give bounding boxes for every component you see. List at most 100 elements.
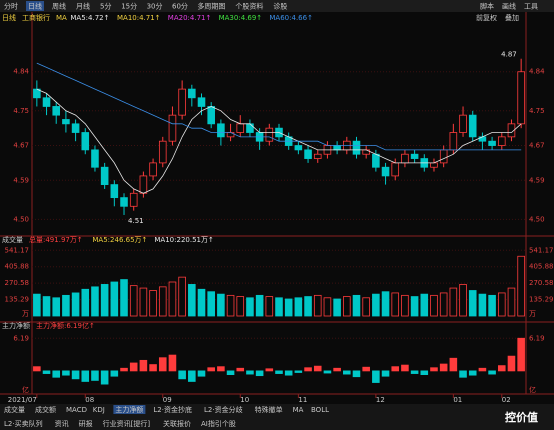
- legend-entry: MA20:4.71↑: [168, 14, 212, 22]
- bar: [62, 294, 70, 317]
- candle-body: [178, 88, 186, 116]
- toolbar-tab[interactable]: 诊股: [273, 2, 287, 11]
- bar: [352, 294, 361, 317]
- legend-entry: MA60:4.66↑: [269, 14, 313, 22]
- bar: [517, 255, 525, 317]
- bar: [188, 284, 196, 317]
- bar: [236, 296, 245, 317]
- bar: [217, 366, 225, 372]
- footer-tab[interactable]: 行业资讯[提行]: [103, 419, 151, 428]
- toolbar-tab[interactable]: 日线: [28, 2, 42, 11]
- x-tick-label: 2021/07: [8, 396, 37, 404]
- bar: [168, 281, 177, 317]
- adjust-button[interactable]: 叠加: [505, 13, 519, 22]
- candle-body: [129, 192, 138, 207]
- candle-body: [158, 140, 167, 164]
- candle-body: [217, 123, 225, 138]
- bar: [507, 355, 516, 372]
- indicator-tab[interactable]: MACD: [66, 406, 87, 414]
- indicator-tab[interactable]: 成交额: [35, 405, 56, 414]
- bar: [120, 279, 128, 317]
- toolbar-tab[interactable]: 分时: [4, 2, 18, 11]
- candle-body: [439, 149, 448, 164]
- toolbar-tab[interactable]: 5分: [100, 2, 111, 11]
- legend-entry: MA10:220.51万↑: [154, 236, 213, 244]
- candle-body: [246, 123, 254, 133]
- bar: [100, 284, 109, 317]
- bar: [255, 294, 264, 317]
- candle-body: [352, 140, 361, 155]
- indicator-tab[interactable]: L2·资金分歧: [204, 405, 243, 414]
- candle-body: [313, 153, 322, 159]
- footer-tab[interactable]: AI指引个股: [201, 419, 236, 428]
- indicator-tab[interactable]: BOLL: [311, 406, 329, 414]
- bar: [149, 290, 157, 317]
- bar: [33, 366, 41, 372]
- candle-body: [265, 127, 274, 142]
- bar: [197, 288, 206, 317]
- toolbar-tab[interactable]: 多周期图: [197, 2, 225, 11]
- footer-tab[interactable]: L2·买卖队列: [4, 419, 43, 428]
- candle-body: [488, 140, 496, 146]
- candle-body: [139, 175, 148, 194]
- y-tick-label: 4.75: [13, 107, 29, 115]
- candle-body: [110, 184, 119, 199]
- header-text: 工商银行: [22, 13, 50, 22]
- y-tick-label: 4.50: [529, 215, 545, 223]
- candle-body: [459, 114, 467, 133]
- bar: [488, 370, 496, 375]
- bottom-bar: [0, 404, 554, 430]
- bar: [362, 366, 370, 372]
- bar: [62, 370, 70, 376]
- footer-tab[interactable]: 关联报价: [163, 419, 191, 428]
- indicator-tab[interactable]: 成交量: [4, 405, 25, 414]
- unit-label: 万: [22, 310, 29, 318]
- candle-body: [81, 132, 90, 151]
- bar: [362, 297, 370, 317]
- toolbar-button[interactable]: 工具: [524, 3, 538, 11]
- unit-label: 亿: [529, 385, 536, 394]
- toolbar-tab[interactable]: 个股资料: [235, 2, 263, 11]
- bar: [517, 337, 525, 372]
- bar: [91, 286, 99, 317]
- y-tick-label: 135.29: [529, 296, 554, 304]
- bar: [294, 370, 303, 373]
- candle-body: [168, 114, 177, 142]
- active-tab: [113, 405, 146, 414]
- indicator-tab[interactable]: L2·资金抄底: [153, 405, 192, 414]
- footer-tab[interactable]: 研报: [79, 419, 93, 428]
- toolbar-button[interactable]: 画线: [502, 2, 516, 11]
- bar: [333, 298, 341, 317]
- bar: [265, 368, 274, 372]
- indicator-tab[interactable]: 主力净额: [115, 405, 143, 414]
- bar: [284, 370, 293, 376]
- bar: [275, 370, 283, 374]
- toolbar-tab[interactable]: 周线: [52, 2, 66, 11]
- bar: [158, 286, 167, 317]
- bar: [439, 292, 448, 317]
- bar: [468, 290, 477, 317]
- indicator-tab[interactable]: 特殊撤单: [255, 405, 283, 414]
- indicator-tab[interactable]: MA: [293, 406, 304, 414]
- indicator-tab[interactable]: KDJ: [93, 406, 105, 414]
- toolbar-tab[interactable]: 30分: [147, 2, 163, 11]
- bar: [507, 287, 516, 317]
- bar: [449, 357, 458, 372]
- unit-label: 亿: [22, 385, 29, 394]
- toolbar-tab[interactable]: 60分: [172, 2, 188, 11]
- bar: [294, 297, 303, 317]
- toolbar-tab[interactable]: 15分: [121, 2, 137, 11]
- bar: [468, 370, 477, 376]
- bar: [401, 294, 409, 317]
- bar: [478, 293, 487, 317]
- toolbar-button[interactable]: 脚本: [480, 2, 494, 11]
- bar: [391, 366, 400, 372]
- bar: [459, 370, 467, 378]
- candle-body: [372, 153, 380, 168]
- footer-tab[interactable]: 资讯: [55, 419, 69, 428]
- adjust-button[interactable]: 前复权: [476, 13, 497, 22]
- toolbar-tab[interactable]: 月线: [76, 2, 90, 11]
- candle-body: [410, 153, 419, 159]
- bar: [246, 370, 254, 375]
- bar: [497, 365, 506, 372]
